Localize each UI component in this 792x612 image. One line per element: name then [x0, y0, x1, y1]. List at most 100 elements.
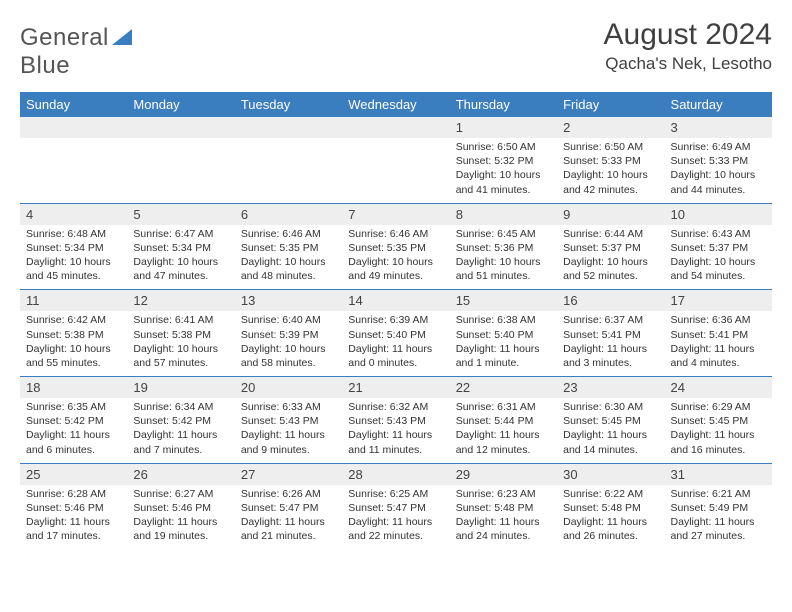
daylight-text: Daylight: 10 hours and 44 minutes. — [671, 168, 766, 196]
sunset-text: Sunset: 5:36 PM — [456, 241, 551, 255]
daynum-cell: 8 — [450, 203, 557, 225]
daynum-cell: 3 — [665, 117, 772, 138]
daylight-text: Daylight: 11 hours and 14 minutes. — [563, 428, 658, 456]
daylight-text: Daylight: 10 hours and 52 minutes. — [563, 255, 658, 283]
info-cell: Sunrise: 6:26 AMSunset: 5:47 PMDaylight:… — [235, 485, 342, 550]
info-cell: Sunrise: 6:34 AMSunset: 5:42 PMDaylight:… — [127, 398, 234, 463]
sunrise-text: Sunrise: 6:39 AM — [348, 313, 443, 327]
daylight-text: Daylight: 10 hours and 58 minutes. — [241, 342, 336, 370]
sunset-text: Sunset: 5:41 PM — [563, 328, 658, 342]
dayhead-wed: Wednesday — [342, 92, 449, 117]
daynum-cell: 31 — [665, 463, 772, 485]
logo: General Blue — [20, 24, 132, 80]
sunset-text: Sunset: 5:41 PM — [671, 328, 766, 342]
sunset-text: Sunset: 5:35 PM — [348, 241, 443, 255]
daynum-cell: 2 — [557, 117, 664, 138]
info-cell — [20, 138, 127, 203]
info-row: Sunrise: 6:42 AMSunset: 5:38 PMDaylight:… — [20, 311, 772, 376]
daylight-text: Daylight: 10 hours and 48 minutes. — [241, 255, 336, 283]
month-title: August 2024 — [604, 18, 772, 52]
sunset-text: Sunset: 5:43 PM — [348, 414, 443, 428]
info-cell: Sunrise: 6:38 AMSunset: 5:40 PMDaylight:… — [450, 311, 557, 376]
daynum-cell — [342, 117, 449, 138]
daylight-text: Daylight: 10 hours and 55 minutes. — [26, 342, 121, 370]
sunrise-text: Sunrise: 6:35 AM — [26, 400, 121, 414]
info-cell: Sunrise: 6:29 AMSunset: 5:45 PMDaylight:… — [665, 398, 772, 463]
sunset-text: Sunset: 5:38 PM — [26, 328, 121, 342]
sunset-text: Sunset: 5:35 PM — [241, 241, 336, 255]
sunset-text: Sunset: 5:40 PM — [348, 328, 443, 342]
sunrise-text: Sunrise: 6:28 AM — [26, 487, 121, 501]
sunset-text: Sunset: 5:33 PM — [671, 154, 766, 168]
sunrise-text: Sunrise: 6:46 AM — [241, 227, 336, 241]
sunrise-text: Sunrise: 6:38 AM — [456, 313, 551, 327]
daylight-text: Daylight: 11 hours and 1 minute. — [456, 342, 551, 370]
daylight-text: Daylight: 11 hours and 12 minutes. — [456, 428, 551, 456]
sunset-text: Sunset: 5:44 PM — [456, 414, 551, 428]
info-cell: Sunrise: 6:33 AMSunset: 5:43 PMDaylight:… — [235, 398, 342, 463]
info-row: Sunrise: 6:48 AMSunset: 5:34 PMDaylight:… — [20, 225, 772, 290]
sunrise-text: Sunrise: 6:41 AM — [133, 313, 228, 327]
daylight-text: Daylight: 10 hours and 54 minutes. — [671, 255, 766, 283]
info-cell: Sunrise: 6:28 AMSunset: 5:46 PMDaylight:… — [20, 485, 127, 550]
daynum-cell: 6 — [235, 203, 342, 225]
daylight-text: Daylight: 11 hours and 21 minutes. — [241, 515, 336, 543]
sunrise-text: Sunrise: 6:43 AM — [671, 227, 766, 241]
info-cell: Sunrise: 6:39 AMSunset: 5:40 PMDaylight:… — [342, 311, 449, 376]
info-cell: Sunrise: 6:36 AMSunset: 5:41 PMDaylight:… — [665, 311, 772, 376]
calendar-page: General Blue August 2024 Qacha's Nek, Le… — [0, 0, 792, 559]
info-cell: Sunrise: 6:37 AMSunset: 5:41 PMDaylight:… — [557, 311, 664, 376]
daynum-cell: 27 — [235, 463, 342, 485]
sunset-text: Sunset: 5:40 PM — [456, 328, 551, 342]
daynum-cell: 13 — [235, 290, 342, 312]
daylight-text: Daylight: 11 hours and 6 minutes. — [26, 428, 121, 456]
daynum-cell: 30 — [557, 463, 664, 485]
logo-triangle-icon — [112, 29, 132, 45]
daynum-row: 11121314151617 — [20, 290, 772, 312]
daynum-cell: 22 — [450, 377, 557, 399]
daynum-row: 18192021222324 — [20, 377, 772, 399]
dayhead-thu: Thursday — [450, 92, 557, 117]
info-cell: Sunrise: 6:46 AMSunset: 5:35 PMDaylight:… — [342, 225, 449, 290]
info-cell — [342, 138, 449, 203]
sunset-text: Sunset: 5:45 PM — [563, 414, 658, 428]
sunrise-text: Sunrise: 6:23 AM — [456, 487, 551, 501]
daylight-text: Daylight: 10 hours and 57 minutes. — [133, 342, 228, 370]
daynum-cell: 1 — [450, 117, 557, 138]
daylight-text: Daylight: 11 hours and 9 minutes. — [241, 428, 336, 456]
sunrise-text: Sunrise: 6:25 AM — [348, 487, 443, 501]
daynum-cell: 5 — [127, 203, 234, 225]
info-row: Sunrise: 6:35 AMSunset: 5:42 PMDaylight:… — [20, 398, 772, 463]
sunset-text: Sunset: 5:47 PM — [348, 501, 443, 515]
info-cell: Sunrise: 6:49 AMSunset: 5:33 PMDaylight:… — [665, 138, 772, 203]
info-cell — [235, 138, 342, 203]
daylight-text: Daylight: 10 hours and 51 minutes. — [456, 255, 551, 283]
logo-part1: General — [20, 24, 109, 51]
sunrise-text: Sunrise: 6:44 AM — [563, 227, 658, 241]
daynum-cell: 28 — [342, 463, 449, 485]
daylight-text: Daylight: 11 hours and 3 minutes. — [563, 342, 658, 370]
sunrise-text: Sunrise: 6:36 AM — [671, 313, 766, 327]
sunset-text: Sunset: 5:46 PM — [26, 501, 121, 515]
logo-part2: Blue — [20, 52, 70, 79]
daynum-cell: 25 — [20, 463, 127, 485]
sunrise-text: Sunrise: 6:42 AM — [26, 313, 121, 327]
sunrise-text: Sunrise: 6:46 AM — [348, 227, 443, 241]
daylight-text: Daylight: 11 hours and 11 minutes. — [348, 428, 443, 456]
info-cell: Sunrise: 6:46 AMSunset: 5:35 PMDaylight:… — [235, 225, 342, 290]
dayhead-sun: Sunday — [20, 92, 127, 117]
sunset-text: Sunset: 5:49 PM — [671, 501, 766, 515]
sunrise-text: Sunrise: 6:50 AM — [456, 140, 551, 154]
day-header-row: Sunday Monday Tuesday Wednesday Thursday… — [20, 92, 772, 117]
sunset-text: Sunset: 5:43 PM — [241, 414, 336, 428]
info-cell: Sunrise: 6:43 AMSunset: 5:37 PMDaylight:… — [665, 225, 772, 290]
daynum-cell — [235, 117, 342, 138]
location: Qacha's Nek, Lesotho — [604, 54, 772, 74]
daylight-text: Daylight: 11 hours and 19 minutes. — [133, 515, 228, 543]
info-cell: Sunrise: 6:40 AMSunset: 5:39 PMDaylight:… — [235, 311, 342, 376]
daynum-cell: 14 — [342, 290, 449, 312]
daynum-cell: 29 — [450, 463, 557, 485]
sunrise-text: Sunrise: 6:49 AM — [671, 140, 766, 154]
sunrise-text: Sunrise: 6:47 AM — [133, 227, 228, 241]
daynum-cell: 10 — [665, 203, 772, 225]
